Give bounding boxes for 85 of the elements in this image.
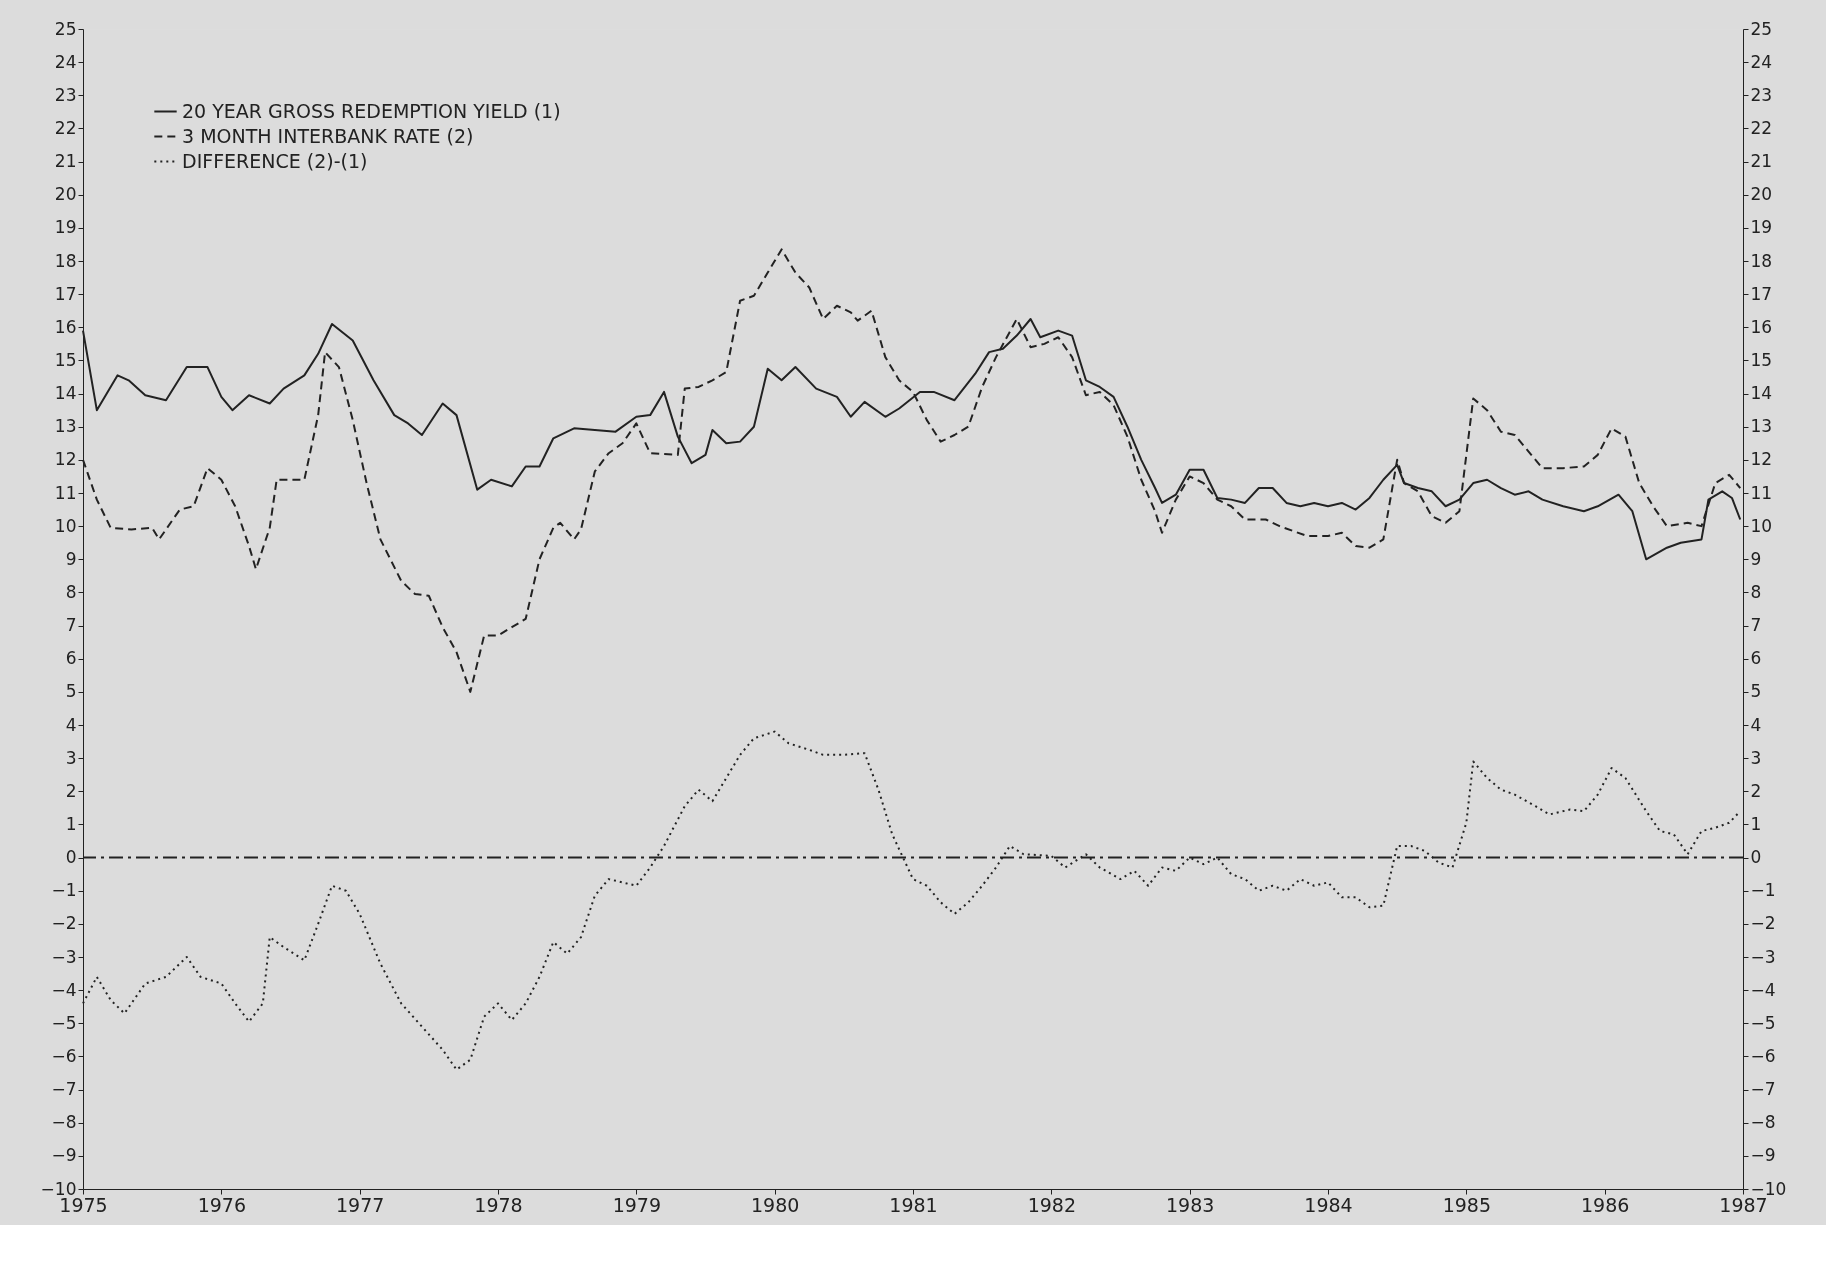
legend-label: DIFFERENCE (2)-(1) [182, 149, 368, 172]
y-tick-label: 14 [54, 383, 77, 404]
y2-tick-label: 18 [1750, 250, 1773, 271]
y-tick-label: −3 [51, 946, 77, 967]
legend-label: 3 MONTH INTERBANK RATE (2) [182, 124, 474, 147]
x-tick-label: 1981 [889, 1193, 938, 1216]
x-tick-label: 1984 [1304, 1193, 1353, 1216]
y2-tick-label: 2 [1750, 780, 1762, 801]
y2-tick-label: −8 [1750, 1112, 1776, 1133]
y2-tick-label: 6 [1750, 648, 1762, 669]
y-tick-label: 22 [54, 117, 77, 138]
y2-tick-label: 13 [1750, 416, 1773, 437]
y-tick-label: 25 [54, 18, 77, 39]
y-tick-label: 23 [54, 84, 77, 105]
y2-tick-label: −1 [1750, 880, 1776, 901]
y2-tick-label: −3 [1750, 946, 1776, 967]
x-tick-label: 1983 [1165, 1193, 1215, 1216]
y-tick-label: −4 [51, 979, 77, 1000]
x-tick-label: 1980 [750, 1193, 800, 1216]
y-tick-label: −6 [51, 1045, 77, 1066]
y-tick-label: 5 [65, 681, 77, 702]
x-tick-label: 1976 [197, 1193, 247, 1216]
y2-tick-label: −7 [1750, 1079, 1776, 1100]
y2-tick-label: 7 [1750, 615, 1762, 636]
y-tick-label: 8 [65, 581, 77, 602]
y-tick-label: 19 [54, 217, 77, 238]
x-tick-label: 1978 [474, 1193, 523, 1216]
y2-tick-label: 1 [1750, 813, 1762, 834]
y-tick-label: −2 [51, 913, 77, 934]
y2-tick-label: 9 [1750, 548, 1762, 569]
y2-tick-label: −5 [1750, 1012, 1776, 1033]
y-tick-label: −1 [51, 880, 77, 901]
y-tick-label: −9 [51, 1145, 77, 1166]
x-tick-label: 1986 [1580, 1193, 1630, 1216]
y-tick-label: 18 [54, 250, 77, 271]
y2-tick-label: 14 [1750, 383, 1773, 404]
y2-tick-label: 24 [1750, 51, 1773, 72]
y2-tick-label: 16 [1750, 316, 1773, 337]
y2-tick-label: 25 [1750, 18, 1773, 39]
y2-tick-label: 15 [1750, 349, 1773, 370]
y2-tick-label: 12 [1750, 449, 1773, 470]
x-tick-label: 1985 [1442, 1193, 1492, 1216]
y-tick-label: 13 [54, 416, 77, 437]
y2-tick-label: −2 [1750, 913, 1776, 934]
y2-tick-label: 0 [1750, 847, 1762, 868]
x-tick-label: 1982 [1027, 1193, 1077, 1216]
y-tick-label: 16 [54, 316, 77, 337]
y2-tick-label: 19 [1750, 217, 1773, 238]
y-tick-label: 2 [65, 780, 77, 801]
y2-tick-label: 3 [1750, 747, 1762, 768]
y-tick-label: 1 [65, 813, 77, 834]
y-tick-label: 6 [65, 648, 77, 669]
y2-tick-label: −6 [1750, 1045, 1776, 1066]
y-tick-label: −7 [51, 1079, 77, 1100]
x-tick-label: 1979 [612, 1193, 662, 1216]
y-tick-label: −5 [51, 1012, 77, 1033]
y-tick-label: 21 [54, 151, 77, 172]
y-tick-label: −10 [40, 1178, 77, 1199]
y-tick-label: 17 [54, 283, 77, 304]
y-tick-label: 11 [54, 482, 77, 503]
y2-tick-label: 21 [1750, 151, 1773, 172]
y2-tick-label: 10 [1750, 515, 1773, 536]
y2-tick-label: −4 [1750, 979, 1776, 1000]
y2-tick-label: 17 [1750, 283, 1773, 304]
y-tick-label: 20 [54, 184, 77, 205]
y2-tick-label: 8 [1750, 581, 1762, 602]
y2-tick-label: −9 [1750, 1145, 1776, 1166]
y-tick-label: 0 [65, 847, 77, 868]
y2-tick-label: 22 [1750, 117, 1773, 138]
y2-tick-label: 20 [1750, 184, 1773, 205]
x-tick-label: 1977 [335, 1193, 385, 1216]
y-tick-label: 15 [54, 349, 77, 370]
y-tick-label: 24 [54, 51, 77, 72]
y-tick-label: 3 [65, 747, 77, 768]
y-tick-label: 9 [65, 548, 77, 569]
y2-tick-label: 5 [1750, 681, 1762, 702]
y2-tick-label: 23 [1750, 84, 1773, 105]
y2-tick-label: 4 [1750, 714, 1762, 735]
y-tick-label: 4 [65, 714, 77, 735]
y-tick-label: 10 [54, 515, 77, 536]
y-tick-label: 12 [54, 449, 77, 470]
y2-tick-label: 11 [1750, 482, 1773, 503]
y-tick-label: −8 [51, 1112, 77, 1133]
legend-label: 20 YEAR GROSS REDEMPTION YIELD (1) [182, 99, 561, 122]
y-tick-label: 7 [65, 615, 77, 636]
